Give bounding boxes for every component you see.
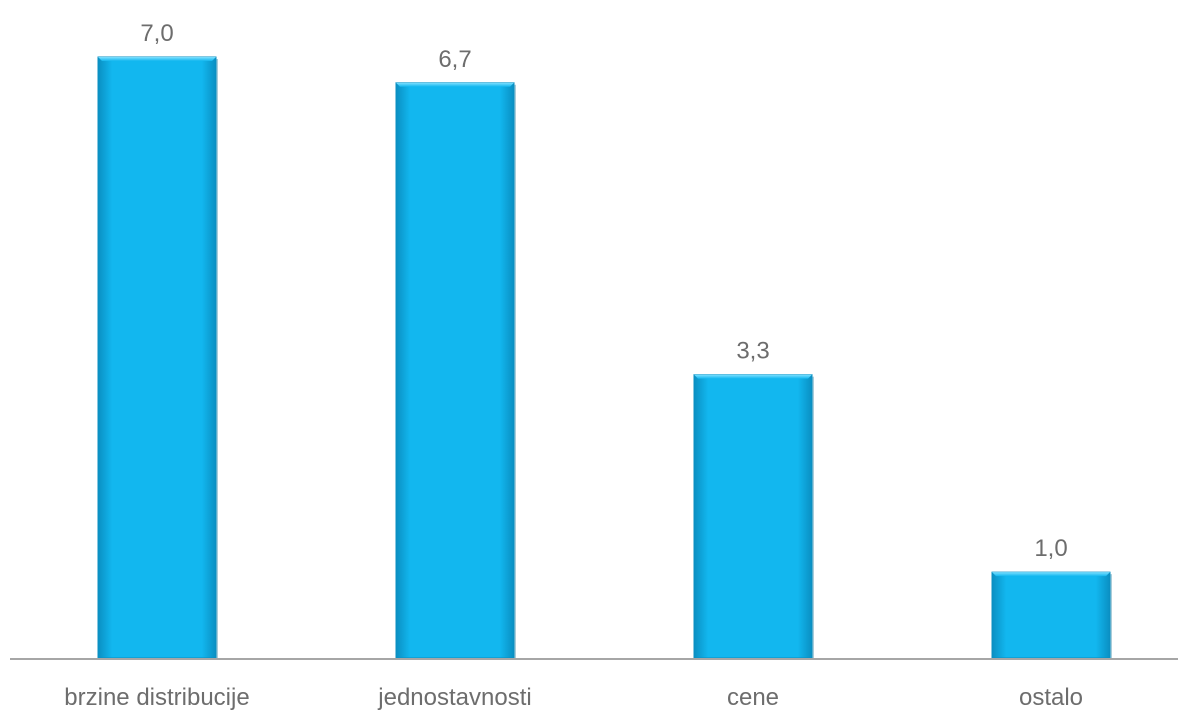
data-label-3: 3,3 [736, 338, 769, 365]
bar-body [991, 571, 1111, 659]
bar-body [97, 56, 217, 659]
bar-bevel [992, 572, 1110, 577]
bar-3 [693, 374, 814, 660]
category-label-1: brzine distribucije [64, 684, 249, 711]
bar-2 [395, 82, 516, 660]
category-label-2: jednostavnosti [377, 684, 531, 711]
bar-4 [991, 571, 1112, 660]
bar-bevel [396, 82, 514, 87]
bar-body [693, 374, 813, 659]
data-label-2: 6,7 [438, 46, 471, 73]
bars-layer [97, 56, 1112, 660]
bar-bevel [98, 57, 216, 61]
category-label-3: cene [727, 684, 779, 711]
bar-1 [97, 56, 218, 660]
bar-bevel [694, 374, 812, 379]
data-label-4: 1,0 [1034, 535, 1067, 562]
category-label-4: ostalo [1019, 684, 1083, 711]
bar-body [395, 82, 515, 659]
data-label-1: 7,0 [140, 20, 173, 47]
labels-layer: 7,0 brzine distribucije 6,7 jednostavnosti 3… [64, 20, 1083, 711]
